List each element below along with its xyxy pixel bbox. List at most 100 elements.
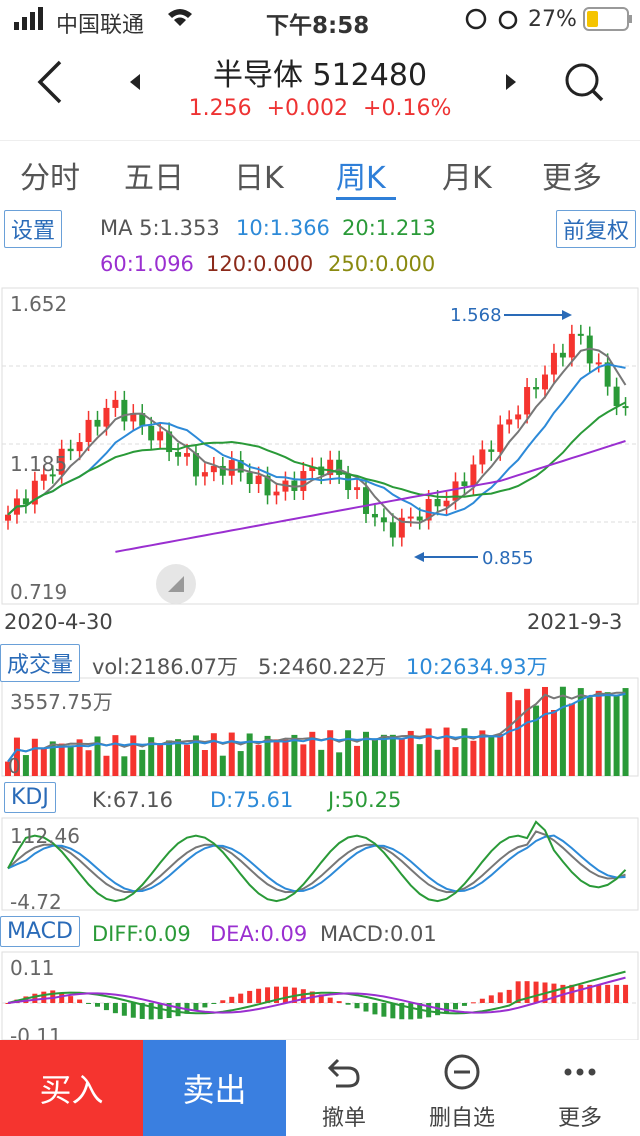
adjust-button[interactable]: 前复权 — [556, 210, 637, 248]
candle-body — [5, 514, 11, 521]
macd-bar — [41, 991, 47, 1003]
volume-bar — [595, 690, 602, 776]
sell-button[interactable]: 卖出 — [143, 1040, 286, 1136]
macd-indicator-button[interactable]: MACD — [0, 916, 80, 947]
candle-body — [407, 516, 414, 519]
macd-bar — [103, 1003, 109, 1011]
price-axis-top: 1.652 — [10, 292, 68, 316]
ma20-line — [7, 401, 626, 516]
candle-body — [416, 516, 423, 521]
volume-bar — [76, 739, 83, 776]
volume-bar — [586, 697, 593, 776]
volume-bar — [210, 733, 217, 776]
kdj-panel-frame — [1, 817, 639, 911]
kdj-k-label: K:67.16 — [92, 788, 173, 812]
volume-indicator-button[interactable]: 成交量 — [0, 644, 81, 682]
candle-body — [264, 475, 271, 496]
kdj-d-line — [7, 834, 626, 893]
volume-bar — [148, 737, 155, 776]
candle-body — [237, 460, 244, 473]
candle-body — [327, 459, 334, 476]
macd-bar — [614, 984, 620, 1003]
volume-bar — [470, 740, 477, 776]
volume-bar — [515, 700, 522, 776]
price-axis-mid: 1.185 — [10, 452, 68, 476]
volume-bar — [443, 727, 450, 776]
volume-bar — [416, 744, 423, 776]
macd-bar — [32, 993, 38, 1003]
volume-bar — [461, 728, 468, 776]
buy-button[interactable]: 买入 — [0, 1040, 143, 1136]
candle-body — [148, 425, 155, 441]
volume-bar — [5, 761, 11, 776]
macd-bar — [148, 1003, 154, 1020]
kdj-indicator-button[interactable]: KDJ — [4, 782, 56, 813]
candle-body — [318, 466, 325, 476]
candle-body — [506, 419, 513, 425]
macd-bar — [587, 984, 593, 1003]
tab-weekly[interactable]: 周K — [336, 161, 386, 196]
candle-body — [309, 466, 316, 472]
volume-bar — [40, 748, 47, 776]
price-panel-frame — [1, 287, 639, 605]
tab-more[interactable]: 更多 — [542, 161, 602, 196]
more-label: 更多 — [557, 1106, 602, 1131]
candle-body — [157, 431, 164, 441]
volume-bar — [273, 739, 280, 776]
cancel-order-button[interactable]: 撤单 — [300, 1040, 388, 1136]
candle-body — [380, 517, 387, 523]
volume-bar — [425, 728, 432, 776]
candle-body — [425, 499, 432, 521]
macd-bar — [524, 981, 530, 1003]
volume-bar — [389, 734, 396, 776]
tab-monthly[interactable]: 月K — [442, 161, 492, 196]
undo-icon — [327, 1058, 360, 1088]
macd-bar — [345, 1003, 351, 1005]
candle-body — [201, 472, 208, 477]
remove-watchlist-button[interactable]: 删自选 — [418, 1040, 506, 1136]
macd-bar — [372, 1003, 378, 1015]
volume-bar — [192, 735, 199, 776]
settings-button[interactable]: 设置 — [4, 210, 63, 248]
tab-intraday[interactable]: 分时 — [20, 161, 80, 196]
macd-bar — [488, 995, 494, 1003]
vol10-label: 10:2634.93万 — [406, 655, 548, 679]
volume-bar — [58, 743, 65, 776]
candle-body — [613, 386, 620, 407]
kdj-axis-bottom: -4.72 — [10, 890, 62, 914]
macd-bar — [569, 984, 575, 1003]
end-date: 2021-9-3 — [527, 610, 623, 634]
candle-body — [443, 500, 450, 507]
kline-chart[interactable] — [0, 0, 640, 1040]
macd-bar — [202, 1003, 208, 1008]
macd-diff-line — [7, 970, 626, 1015]
vol-label: vol:2186.07万 — [92, 655, 239, 679]
vol5-label: 5:2460.22万 — [258, 655, 387, 679]
macd-bar — [68, 996, 74, 1003]
volume-bar — [542, 686, 548, 776]
vol-axis-top: 3557.75万 — [10, 690, 113, 714]
kdj-j-label: J:50.25 — [328, 788, 402, 812]
volume-bar — [300, 744, 307, 776]
candle-body — [112, 399, 119, 408]
bottom-toolbar: 买入 卖出 撤单 删自选 更多 — [0, 1040, 640, 1136]
volume-bar — [479, 730, 486, 776]
volume-bar — [336, 752, 343, 776]
ma10-label: 10:1.366 — [236, 216, 330, 240]
volume-bar — [568, 703, 575, 776]
volume-bar — [121, 756, 128, 776]
volume-bar — [255, 744, 262, 776]
candle-body — [524, 387, 531, 415]
tab-daily[interactable]: 日K — [234, 161, 284, 196]
candle-body — [291, 480, 298, 491]
tab-5day[interactable]: 五日 — [124, 161, 184, 196]
candle-body — [175, 452, 182, 457]
macd-bar — [121, 1003, 127, 1016]
candle-body — [452, 481, 459, 501]
volume-bar — [130, 735, 137, 776]
ma10-line — [7, 363, 626, 517]
volume-bar — [533, 705, 540, 776]
more-button[interactable]: 更多 — [536, 1040, 624, 1136]
candle-body — [139, 413, 146, 426]
macd-bar — [399, 1003, 405, 1020]
